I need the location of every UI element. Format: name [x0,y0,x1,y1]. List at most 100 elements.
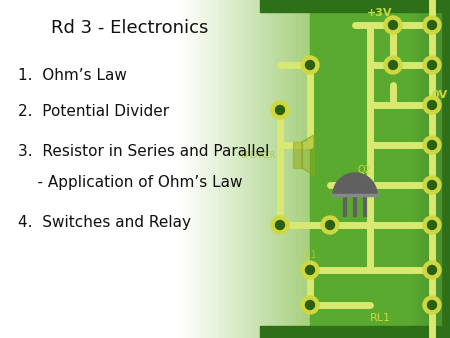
Bar [282,0,284,338]
Circle shape [428,300,436,310]
Bar [194,0,196,338]
Bar [227,0,230,338]
Bar [182,0,184,338]
Bar [229,0,231,338]
Bar [248,0,251,338]
Bar [241,0,243,338]
Bar [196,0,198,338]
Polygon shape [302,135,314,175]
Bar [285,0,287,338]
Circle shape [306,266,315,274]
Polygon shape [333,173,377,195]
Bar [432,0,433,338]
Bar [224,0,226,338]
Bar [189,0,191,338]
Bar [438,0,440,338]
Bar [301,0,303,338]
Bar [310,0,312,338]
Bar [255,0,257,338]
Circle shape [271,101,289,119]
Bar [257,0,259,338]
Circle shape [301,261,319,279]
Bar [250,0,252,338]
Bar [259,0,261,338]
Bar [428,0,429,338]
Text: SPEAKER: SPEAKER [240,150,275,160]
Text: RL1: RL1 [369,313,391,323]
Bar [239,0,242,338]
Text: 3.  Resistor in Series and Parallel: 3. Resistor in Series and Parallel [18,145,270,160]
Bar [192,0,194,338]
Text: 4.  Switches and Relay: 4. Switches and Relay [18,215,191,230]
Bar [421,0,423,338]
Bar [435,0,436,338]
Bar [292,0,294,338]
Circle shape [428,180,436,190]
Bar [190,0,193,338]
Bar [423,0,424,338]
Bar [253,0,256,338]
Bar [427,0,428,338]
Circle shape [271,216,289,234]
Bar [271,0,273,338]
Bar [187,0,189,338]
Bar [204,0,207,338]
Bar [293,142,302,168]
Bar [206,0,208,338]
Bar [412,0,414,338]
Bar [222,0,224,338]
Bar [283,0,285,338]
Bar [436,0,437,338]
Bar [313,0,315,338]
Circle shape [275,220,284,230]
Text: +3V: +3V [366,8,392,18]
Bar [434,0,436,338]
Bar [429,0,431,338]
Bar [185,0,188,338]
Circle shape [301,296,319,314]
Text: 0V: 0V [432,90,448,100]
Bar [269,0,271,338]
Circle shape [423,216,441,234]
Circle shape [423,56,441,74]
Bar [231,0,233,338]
Bar [212,0,214,338]
Bar [280,0,282,338]
Bar [430,0,450,338]
Bar [274,0,277,338]
Bar [439,0,441,338]
Bar [267,0,270,338]
Bar [213,0,216,338]
Bar [198,0,200,338]
Bar [433,0,435,338]
Circle shape [428,141,436,149]
Bar [417,0,419,338]
Circle shape [325,220,334,230]
Bar [426,0,428,338]
Bar [261,0,263,338]
Text: Rd 3 - Electronics: Rd 3 - Electronics [51,19,209,37]
Bar [288,0,291,338]
Bar [260,326,450,338]
Bar [411,0,413,338]
Circle shape [306,61,315,70]
Bar [243,0,245,338]
Circle shape [306,300,315,310]
Circle shape [388,21,397,29]
Bar [431,0,432,338]
Bar [225,0,228,338]
Bar [208,0,210,338]
Bar [220,0,222,338]
Circle shape [428,220,436,230]
Bar [418,0,419,338]
Bar [245,0,247,338]
Bar [304,0,306,338]
Bar [203,0,205,338]
Circle shape [423,136,441,154]
Bar [180,0,182,338]
Bar [437,0,438,338]
Bar [260,0,450,12]
Circle shape [275,105,284,115]
Text: 2.  Potential Divider: 2. Potential Divider [18,104,169,120]
Bar [219,0,221,338]
